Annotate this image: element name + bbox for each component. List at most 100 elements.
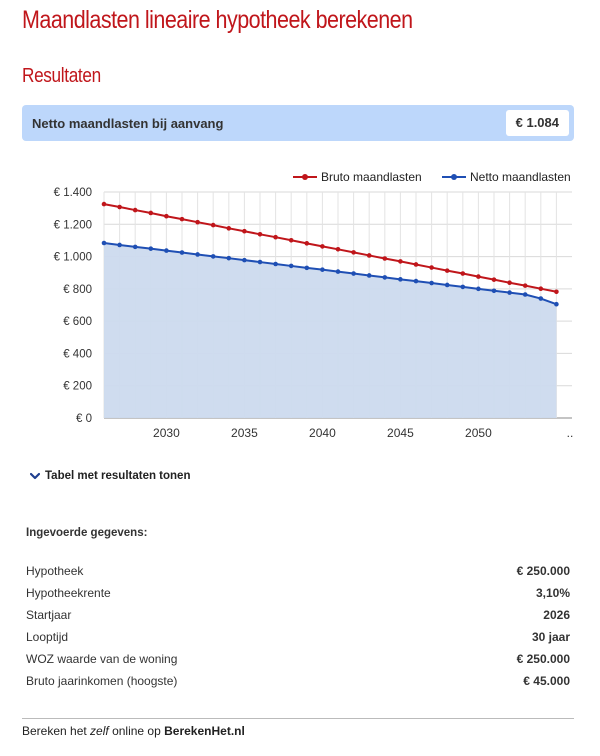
netto-point (257, 259, 263, 265)
netto-point (304, 265, 310, 271)
footer: Bereken het zelf online op BerekenHet.nl (22, 724, 245, 738)
result-label: Netto maandlasten bij aanvang (32, 116, 224, 131)
bruto-point (179, 216, 185, 222)
bruto-point (554, 289, 559, 295)
toggle-results-table-button[interactable]: Tabel met resultaten tonen (30, 470, 190, 482)
input-label: WOZ waarde van de woning (26, 652, 178, 666)
input-row-hypotheek: Hypotheek € 250.000 (26, 560, 570, 582)
bruto-point (288, 237, 294, 243)
bruto-point (257, 231, 263, 237)
bruto-point (210, 222, 216, 228)
netto-point (413, 278, 419, 284)
netto-point (210, 254, 216, 259)
legend-netto-label: Netto maandlasten (470, 170, 571, 184)
bruto-point (320, 244, 325, 249)
input-row-woz-waarde: WOZ waarde van de woning € 250.000 (26, 648, 570, 670)
netto-point (195, 252, 200, 257)
bruto-point (164, 213, 169, 219)
x-overflow-label: .. (567, 426, 574, 440)
bruto-point (444, 268, 450, 273)
result-box: Netto maandlasten bij aanvang € 1.084 (22, 105, 574, 141)
inputs-title: Ingevoerde gegevens: (26, 527, 148, 539)
y-tick-label: € 0 (76, 413, 92, 425)
bruto-point (148, 210, 154, 216)
input-row-hypotheekrente: Hypotheekrente 3,10% (26, 582, 570, 604)
netto-line (103, 242, 557, 306)
footer-middle: online op (108, 724, 165, 738)
input-label: Bruto jaarinkomen (hoogste) (26, 674, 178, 688)
netto-point (366, 273, 372, 278)
netto-area (104, 243, 557, 418)
bruto-point (476, 274, 481, 279)
legend-netto-marker (451, 174, 457, 180)
netto-point (522, 292, 528, 297)
bruto-point (132, 207, 138, 213)
input-label: Hypotheekrente (26, 586, 111, 600)
line-chart: € 0 € 200 € 400 € 600 € 800 € 1.000 € 1.200 € 1… (54, 170, 574, 440)
netto-point (398, 277, 403, 282)
y-tick-label: € 1.400 (54, 187, 92, 199)
netto-point (179, 250, 185, 255)
input-value: € 45.000 (523, 674, 570, 688)
netto-point (444, 282, 450, 288)
y-tick-label: € 1.200 (54, 219, 92, 231)
bruto-point (117, 204, 122, 210)
footer-brand-link[interactable]: BerekenHet.nl (164, 724, 245, 738)
netto-point (476, 286, 481, 292)
netto-point (132, 244, 138, 250)
bruto-point (398, 259, 403, 264)
input-value: € 250.000 (516, 652, 570, 666)
bruto-point (304, 241, 310, 246)
bruto-point (366, 253, 372, 258)
x-tick-label: 2035 (231, 426, 258, 440)
input-row-startjaar: Startjaar 2026 (26, 604, 570, 626)
bruto-point (335, 247, 341, 252)
bruto-point (101, 201, 107, 207)
netto-point (273, 261, 278, 267)
toggle-label: Tabel met resultaten tonen (45, 470, 191, 482)
bruto-point (522, 283, 528, 288)
input-value: 2026 (543, 608, 570, 622)
x-tick-label: 2040 (309, 426, 336, 440)
y-tick-label: € 200 (63, 381, 92, 393)
netto-point (288, 263, 294, 269)
bruto-point (226, 226, 232, 231)
bruto-point (382, 256, 388, 261)
input-label: Looptijd (26, 630, 69, 644)
bruto-point (429, 265, 434, 270)
x-tick-label: 2030 (153, 426, 180, 440)
input-value: 3,10% (535, 586, 570, 600)
bruto-point (195, 219, 200, 225)
netto-point (382, 275, 388, 280)
x-tick-label: 2050 (465, 426, 492, 440)
input-value: 30 jaar (531, 630, 570, 644)
netto-point (148, 246, 154, 251)
page-title: Maandlasten lineaire hypotheek berekenen (22, 6, 413, 34)
bruto-line (103, 203, 557, 293)
footer-prefix: Bereken het (22, 724, 91, 738)
netto-point (226, 255, 232, 261)
input-value: € 250.000 (516, 564, 570, 578)
y-tick-label: € 600 (63, 316, 92, 328)
inputs-list: Hypotheek € 250.000 Hypotheekrente 3,10%… (26, 560, 570, 692)
netto-point (554, 301, 559, 307)
y-tick-label: € 400 (63, 348, 92, 360)
netto-point (164, 248, 169, 253)
netto-point (460, 284, 466, 290)
bruto-point (413, 262, 419, 267)
result-value: € 1.084 (505, 110, 569, 136)
bruto-point (273, 234, 278, 240)
bruto-point (538, 286, 544, 291)
y-tick-label: € 1.000 (54, 252, 92, 264)
netto-point (491, 288, 497, 294)
chevron-down-icon (30, 472, 40, 480)
input-label: Hypotheek (26, 564, 84, 578)
footer-italic: zelf (90, 724, 109, 738)
legend-bruto-label: Bruto maandlasten (321, 170, 422, 184)
legend-bruto-marker (302, 174, 308, 180)
netto-point (101, 240, 107, 246)
input-row-bruto-jaarinkomen: Bruto jaarinkomen (hoogste) € 45.000 (26, 670, 570, 692)
netto-point (429, 280, 434, 286)
footer-divider (22, 718, 574, 719)
netto-point (320, 267, 325, 272)
